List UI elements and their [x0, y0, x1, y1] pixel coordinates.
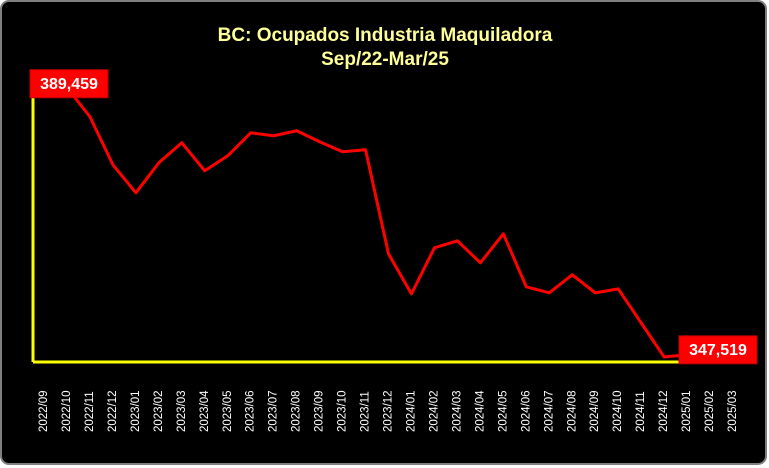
x-tick-label: 2024/03: [451, 390, 463, 432]
x-tick-label: 2024/05: [497, 390, 509, 432]
x-tick-label: 2023/07: [268, 390, 280, 432]
x-tick-label: 2024/02: [428, 390, 440, 432]
data-label-box: [678, 335, 758, 365]
x-tick-label: 2023/04: [199, 390, 211, 432]
x-tick-label: 2024/01: [405, 390, 417, 432]
x-tick-label: 2023/05: [222, 390, 234, 432]
x-tick-label: 2024/12: [658, 390, 670, 432]
x-tick-label: 2023/10: [337, 390, 349, 432]
x-tick-label: 2025/01: [681, 390, 693, 432]
x-tick-label: 2022/12: [107, 390, 119, 432]
x-tick-label: 2024/06: [520, 390, 532, 432]
data-line: [43, 82, 734, 359]
x-tick-label: 2023/08: [291, 390, 303, 432]
x-tick-label: 2024/11: [635, 391, 647, 432]
data-label: 347,519: [689, 342, 747, 359]
x-tick-label: 2025/03: [727, 390, 739, 432]
x-tick-label: 2024/04: [474, 390, 486, 432]
x-tick-label: 2023/06: [245, 390, 257, 432]
x-tick-label: 2024/08: [566, 390, 578, 432]
x-tick-label: 2024/07: [543, 390, 555, 432]
x-tick-label: 2023/03: [176, 390, 188, 432]
data-label: 389,459: [40, 76, 98, 93]
x-tick-label: 2022/11: [84, 391, 96, 432]
x-tick-label: 2023/12: [383, 390, 395, 432]
x-tick-label: 2025/02: [704, 390, 716, 432]
chart-title: BC: Ocupados Industria Maquiladora: [218, 25, 553, 46]
x-tick-label: 2023/09: [314, 390, 326, 432]
x-tick-label: 2022/10: [61, 390, 73, 432]
x-tick-label: 2024/10: [612, 390, 624, 432]
x-tick-label: 2024/09: [589, 390, 601, 432]
chart-subtitle: Sep/22-Mar/25: [321, 49, 449, 70]
x-tick-label: 2023/02: [153, 390, 165, 432]
x-tick-label: 2023/01: [130, 390, 142, 432]
x-tick-label: 2022/09: [38, 390, 50, 432]
data-label-box: [29, 69, 109, 99]
x-tick-label: 2023/11: [360, 391, 372, 432]
